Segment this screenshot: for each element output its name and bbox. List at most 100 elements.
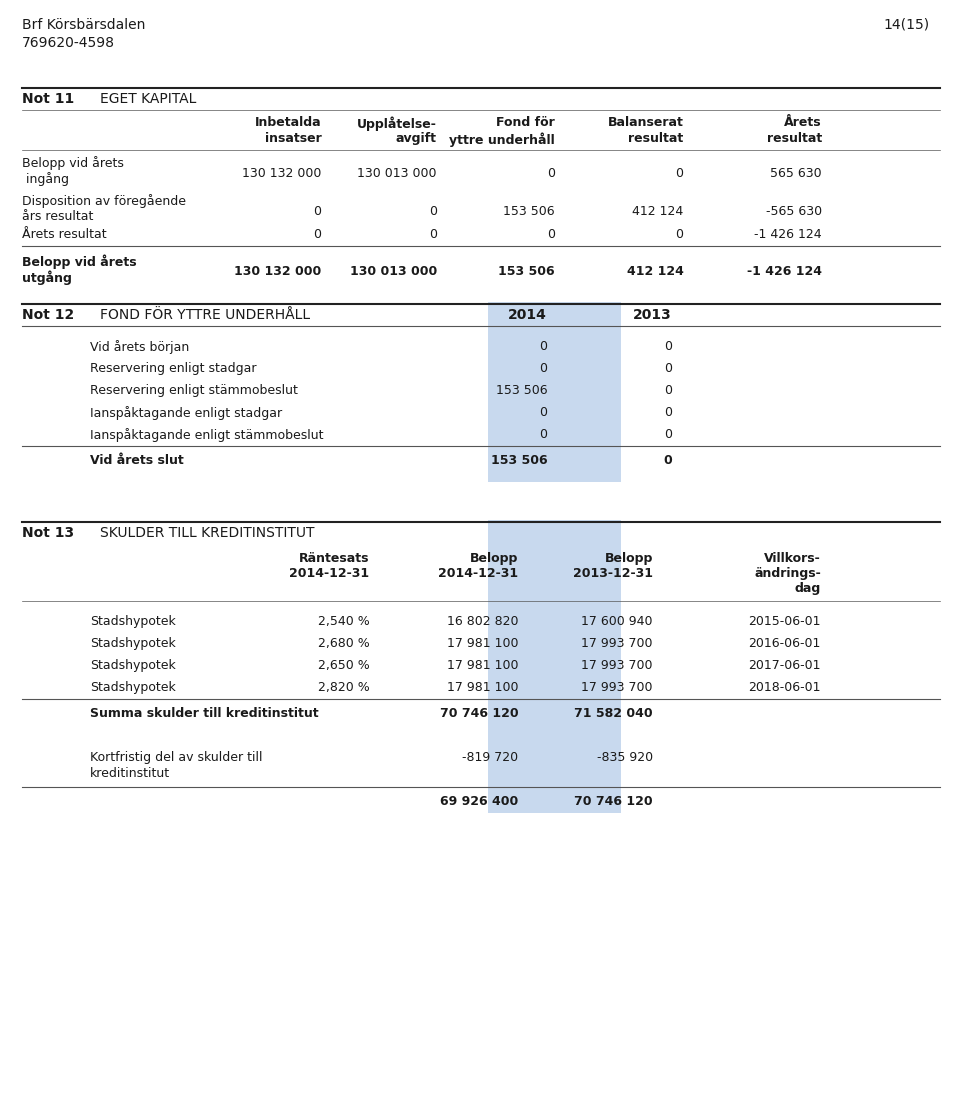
Text: 153 506: 153 506 bbox=[495, 384, 547, 397]
Text: 2013: 2013 bbox=[634, 307, 672, 322]
Text: 130 132 000: 130 132 000 bbox=[234, 265, 322, 278]
Text: 17 600 940: 17 600 940 bbox=[582, 615, 653, 628]
Text: Räntesats: Räntesats bbox=[300, 552, 370, 565]
Text: -835 920: -835 920 bbox=[597, 751, 653, 764]
Text: 0: 0 bbox=[547, 228, 555, 241]
Text: 2015-06-01: 2015-06-01 bbox=[748, 615, 821, 628]
Text: 71 582 040: 71 582 040 bbox=[574, 707, 653, 720]
Text: -1 426 124: -1 426 124 bbox=[755, 228, 822, 241]
Text: resultat: resultat bbox=[766, 132, 822, 145]
Text: Kortfristig del av skulder till: Kortfristig del av skulder till bbox=[90, 751, 262, 764]
Text: 0: 0 bbox=[664, 384, 672, 397]
Text: -1 426 124: -1 426 124 bbox=[747, 265, 822, 278]
Text: Not 12: Not 12 bbox=[22, 307, 74, 322]
Text: 2,540 %: 2,540 % bbox=[318, 615, 370, 628]
Text: 2014: 2014 bbox=[509, 307, 547, 322]
Text: Ianspåktagande enligt stadgar: Ianspåktagande enligt stadgar bbox=[90, 406, 282, 420]
Text: Balanserat: Balanserat bbox=[608, 117, 684, 129]
Text: SKULDER TILL KREDITINSTITUT: SKULDER TILL KREDITINSTITUT bbox=[100, 526, 315, 539]
Text: Belopp vid årets: Belopp vid årets bbox=[22, 254, 136, 269]
Text: 153 506: 153 506 bbox=[503, 205, 555, 218]
Text: 70 746 120: 70 746 120 bbox=[440, 707, 518, 720]
Text: års resultat: års resultat bbox=[22, 210, 93, 223]
Text: 0: 0 bbox=[540, 340, 547, 353]
Text: 0: 0 bbox=[664, 340, 672, 353]
Text: Årets resultat: Årets resultat bbox=[22, 228, 107, 241]
Text: 17 993 700: 17 993 700 bbox=[582, 637, 653, 650]
Text: 16 802 820: 16 802 820 bbox=[447, 615, 518, 628]
Text: kreditinstitut: kreditinstitut bbox=[90, 767, 170, 780]
Text: 2014-12-31: 2014-12-31 bbox=[439, 567, 518, 581]
Text: Belopp: Belopp bbox=[470, 552, 518, 565]
Bar bbox=[488, 519, 621, 813]
Text: 70 746 120: 70 746 120 bbox=[574, 795, 653, 808]
Text: 17 993 700: 17 993 700 bbox=[582, 682, 653, 694]
Text: 130 013 000: 130 013 000 bbox=[357, 166, 437, 180]
Text: 2014-12-31: 2014-12-31 bbox=[290, 567, 370, 581]
Bar bbox=[488, 302, 621, 482]
Text: 0: 0 bbox=[676, 166, 684, 180]
Text: avgift: avgift bbox=[396, 132, 437, 145]
Text: -819 720: -819 720 bbox=[463, 751, 518, 764]
Text: 0: 0 bbox=[663, 454, 672, 467]
Text: Inbetalda: Inbetalda bbox=[255, 117, 322, 129]
Text: Villkors-: Villkors- bbox=[764, 552, 821, 565]
Text: 130 132 000: 130 132 000 bbox=[242, 166, 322, 180]
Text: Stadshypotek: Stadshypotek bbox=[90, 682, 176, 694]
Text: 17 993 700: 17 993 700 bbox=[582, 659, 653, 672]
Text: insatser: insatser bbox=[265, 132, 322, 145]
Text: 412 124: 412 124 bbox=[633, 205, 684, 218]
Text: dag: dag bbox=[795, 582, 821, 595]
Text: 17 981 100: 17 981 100 bbox=[447, 637, 518, 650]
Text: Vid årets slut: Vid årets slut bbox=[90, 454, 183, 467]
Text: Stadshypotek: Stadshypotek bbox=[90, 659, 176, 672]
Text: Årets: Årets bbox=[784, 117, 822, 129]
Text: 0: 0 bbox=[540, 362, 547, 375]
Text: Upplåtelse-: Upplåtelse- bbox=[357, 117, 437, 131]
Text: 0: 0 bbox=[540, 406, 547, 418]
Text: resultat: resultat bbox=[628, 132, 684, 145]
Text: Stadshypotek: Stadshypotek bbox=[90, 615, 176, 628]
Text: 69 926 400: 69 926 400 bbox=[440, 795, 518, 808]
Text: 0: 0 bbox=[664, 406, 672, 418]
Text: 0: 0 bbox=[429, 228, 437, 241]
Text: FOND FÖR YTTRE UNDERHÅLL: FOND FÖR YTTRE UNDERHÅLL bbox=[100, 307, 310, 322]
Text: Brf Körsbärsdalen: Brf Körsbärsdalen bbox=[22, 18, 145, 32]
Text: 2,650 %: 2,650 % bbox=[318, 659, 370, 672]
Text: 2013-12-31: 2013-12-31 bbox=[573, 567, 653, 581]
Text: 153 506: 153 506 bbox=[498, 265, 555, 278]
Text: 14(15): 14(15) bbox=[884, 18, 930, 32]
Text: 412 124: 412 124 bbox=[627, 265, 684, 278]
Text: 769620-4598: 769620-4598 bbox=[22, 36, 115, 50]
Text: 0: 0 bbox=[664, 362, 672, 375]
Text: 0: 0 bbox=[314, 228, 322, 241]
Text: Not 11: Not 11 bbox=[22, 92, 74, 105]
Text: utgång: utgång bbox=[22, 270, 72, 284]
Text: 0: 0 bbox=[429, 205, 437, 218]
Text: ändrings-: ändrings- bbox=[754, 567, 821, 581]
Text: 0: 0 bbox=[664, 428, 672, 441]
Text: 0: 0 bbox=[314, 205, 322, 218]
Text: Stadshypotek: Stadshypotek bbox=[90, 637, 176, 650]
Text: 2016-06-01: 2016-06-01 bbox=[749, 637, 821, 650]
Text: 2,820 %: 2,820 % bbox=[318, 682, 370, 694]
Text: 2018-06-01: 2018-06-01 bbox=[748, 682, 821, 694]
Text: Belopp: Belopp bbox=[605, 552, 653, 565]
Text: Summa skulder till kreditinstitut: Summa skulder till kreditinstitut bbox=[90, 707, 319, 720]
Text: 0: 0 bbox=[547, 166, 555, 180]
Text: EGET KAPITAL: EGET KAPITAL bbox=[100, 92, 197, 105]
Text: Reservering enligt stadgar: Reservering enligt stadgar bbox=[90, 362, 256, 375]
Text: 0: 0 bbox=[540, 428, 547, 441]
Text: 17 981 100: 17 981 100 bbox=[447, 659, 518, 672]
Text: 153 506: 153 506 bbox=[491, 454, 547, 467]
Text: 17 981 100: 17 981 100 bbox=[447, 682, 518, 694]
Text: 0: 0 bbox=[676, 228, 684, 241]
Text: -565 630: -565 630 bbox=[766, 205, 822, 218]
Text: Not 13: Not 13 bbox=[22, 526, 74, 539]
Text: 2,680 %: 2,680 % bbox=[318, 637, 370, 650]
Text: ingång: ingång bbox=[22, 172, 69, 186]
Text: 2017-06-01: 2017-06-01 bbox=[748, 659, 821, 672]
Text: Disposition av föregående: Disposition av föregående bbox=[22, 194, 186, 208]
Text: Belopp vid årets: Belopp vid årets bbox=[22, 157, 124, 170]
Text: Fond för: Fond för bbox=[496, 117, 555, 129]
